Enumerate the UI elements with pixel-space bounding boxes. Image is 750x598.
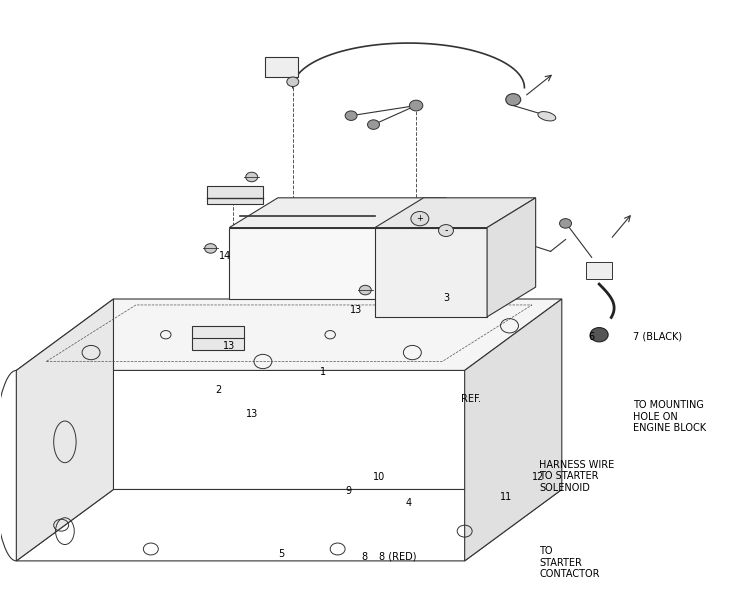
Text: ReplacementParts.com: ReplacementParts.com <box>303 257 447 270</box>
Polygon shape <box>230 228 398 299</box>
Circle shape <box>345 111 357 120</box>
Text: REF.: REF. <box>461 394 481 404</box>
Circle shape <box>560 219 572 228</box>
Text: 11: 11 <box>500 492 512 502</box>
Polygon shape <box>375 228 487 317</box>
Circle shape <box>368 120 380 129</box>
Circle shape <box>506 94 520 106</box>
Circle shape <box>410 100 423 111</box>
Text: 2: 2 <box>215 385 221 395</box>
Text: 4: 4 <box>406 498 412 508</box>
Text: HARNESS WIRE
TO STARTER
SOLENOID: HARNESS WIRE TO STARTER SOLENOID <box>539 460 615 493</box>
Text: 3: 3 <box>443 293 449 303</box>
Text: 13: 13 <box>245 409 258 419</box>
Text: -: - <box>444 225 448 235</box>
Circle shape <box>246 172 258 182</box>
Text: 8: 8 <box>362 552 368 562</box>
Text: +: + <box>416 213 423 222</box>
Polygon shape <box>465 299 562 561</box>
Polygon shape <box>16 299 113 561</box>
Text: TO MOUNTING
HOLE ON
ENGINE BLOCK: TO MOUNTING HOLE ON ENGINE BLOCK <box>633 400 706 434</box>
Text: 9: 9 <box>346 487 352 496</box>
Text: 7 (BLACK): 7 (BLACK) <box>633 332 682 341</box>
Circle shape <box>439 225 454 236</box>
Text: 10: 10 <box>373 472 385 481</box>
Polygon shape <box>398 198 446 299</box>
FancyBboxPatch shape <box>266 57 298 77</box>
Polygon shape <box>230 198 446 228</box>
Text: TO
STARTER
CONTACTOR: TO STARTER CONTACTOR <box>539 546 600 579</box>
Circle shape <box>359 285 371 295</box>
Circle shape <box>590 328 608 342</box>
Circle shape <box>411 212 429 226</box>
Text: 5: 5 <box>278 549 285 559</box>
Ellipse shape <box>538 112 556 121</box>
Polygon shape <box>16 299 562 370</box>
FancyBboxPatch shape <box>586 262 612 279</box>
Text: 13: 13 <box>224 341 236 350</box>
Polygon shape <box>375 198 536 228</box>
Text: 13: 13 <box>350 305 362 315</box>
Polygon shape <box>487 198 536 317</box>
Text: 14: 14 <box>220 251 232 261</box>
Text: 1: 1 <box>320 367 326 377</box>
Polygon shape <box>207 186 263 204</box>
Circle shape <box>205 243 217 253</box>
Text: 6: 6 <box>589 332 595 341</box>
Text: 12: 12 <box>532 472 544 481</box>
Circle shape <box>286 77 298 87</box>
Text: 8 (RED): 8 (RED) <box>379 552 416 562</box>
Polygon shape <box>192 326 244 350</box>
